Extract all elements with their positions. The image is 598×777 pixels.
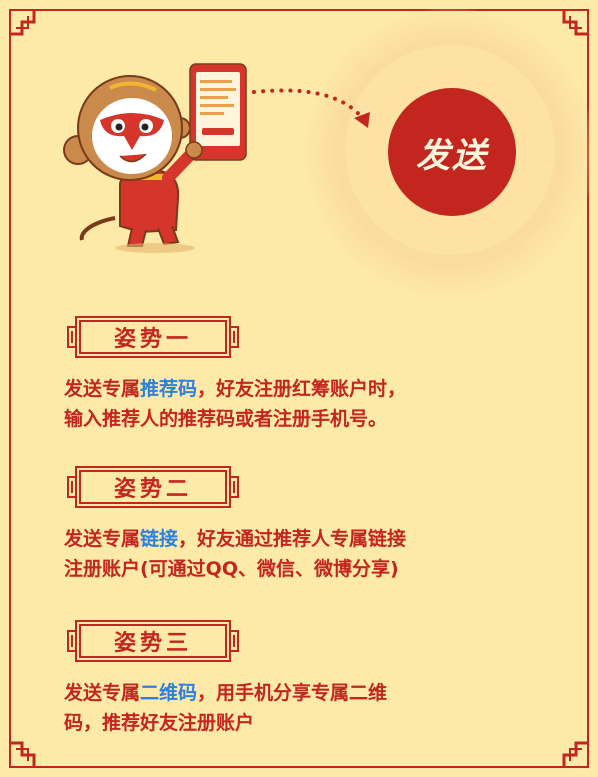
section-line: 发送专属链接，好友通过推荐人专属链接 xyxy=(64,524,564,554)
highlight-keyword: 二维码 xyxy=(140,682,198,704)
section-line: 输入推荐人的推荐码或者注册手机号。 xyxy=(64,408,388,430)
text-prefix: 发送专属 xyxy=(64,378,141,400)
section-title: 姿势二 xyxy=(113,477,192,502)
section-text-3: 发送专属二维码，用手机分享专属二维 码，推荐好友注册账户 xyxy=(64,678,564,738)
section-line: 注册账户(可通过QQ、微信、微博分享) xyxy=(64,558,399,580)
text-suffix: ，用手机分享专属二维 xyxy=(197,682,388,704)
banner-frame-icon xyxy=(67,316,239,358)
highlight-keyword: 推荐码 xyxy=(140,378,198,400)
text-suffix: ，好友注册红筹账户时， xyxy=(197,378,407,400)
dotted-arrow-icon xyxy=(252,88,370,128)
banner-frame-icon xyxy=(67,466,239,508)
section-line: 发送专属推荐码，好友注册红筹账户时， xyxy=(64,374,564,404)
section-banner-3: 姿势三 xyxy=(64,617,242,665)
section-title: 姿势一 xyxy=(113,327,192,352)
section-banner-2: 姿势二 xyxy=(64,463,242,511)
monkey-mascot-icon xyxy=(63,63,247,253)
send-badge: 发送 xyxy=(388,88,516,216)
section-line: 发送专属二维码，用手机分享专属二维 xyxy=(64,678,564,708)
section-line: 码，推荐好友注册账户 xyxy=(64,712,255,734)
banner-frame-icon xyxy=(67,620,239,662)
text-prefix: 发送专属 xyxy=(64,682,141,704)
text-prefix: 发送专属 xyxy=(64,528,141,550)
section-title: 姿势三 xyxy=(113,631,192,656)
section-banner-1: 姿势一 xyxy=(64,313,242,361)
text-suffix: ，好友通过推荐人专属链接 xyxy=(178,528,407,550)
section-text-1: 发送专属推荐码，好友注册红筹账户时， 输入推荐人的推荐码或者注册手机号。 xyxy=(64,374,564,434)
highlight-keyword: 链接 xyxy=(140,528,179,550)
section-text-2: 发送专属链接，好友通过推荐人专属链接 注册账户(可通过QQ、微信、微博分享) xyxy=(64,524,564,584)
